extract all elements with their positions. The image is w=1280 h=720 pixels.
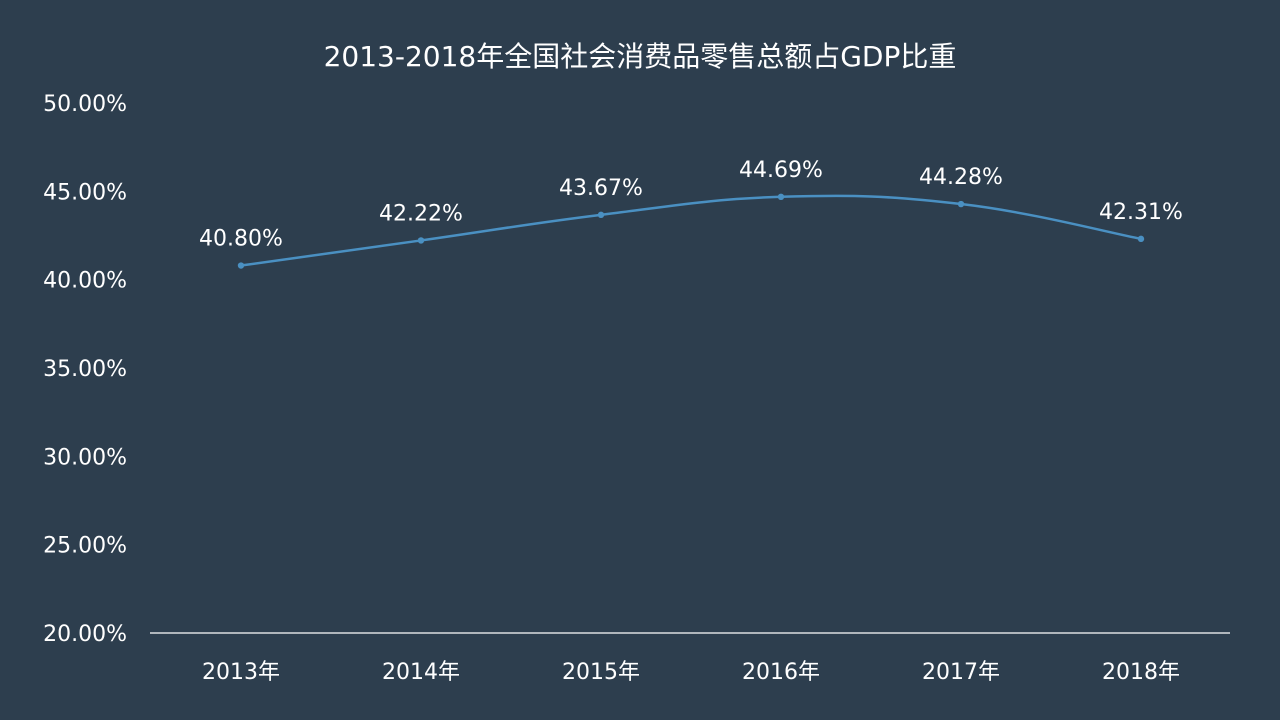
x-tick-label: 2013年	[202, 660, 280, 685]
series-line	[240, 194, 1142, 267]
y-tick-label: 45.00%	[43, 180, 127, 205]
data-label: 42.22%	[379, 201, 463, 226]
data-point	[417, 237, 425, 244]
y-tick-label: 35.00%	[43, 357, 127, 382]
data-labels: 40.80% 42.22% 43.67% 44.69% 44.28% 42.31%	[199, 158, 1183, 252]
y-tick-label: 20.00%	[43, 622, 127, 647]
x-tick-label: 2016年	[742, 660, 820, 685]
data-label: 43.67%	[559, 176, 643, 201]
data-points	[237, 193, 1145, 269]
data-point	[237, 262, 245, 269]
y-tick-label: 50.00%	[43, 92, 127, 117]
y-tick-label: 40.00%	[43, 269, 127, 294]
x-tick-label: 2018年	[1102, 660, 1180, 685]
data-label: 42.31%	[1099, 200, 1183, 225]
x-tick-label: 2017年	[922, 660, 1000, 685]
chart-title: 2013-2018年全国社会消费品零售总额占GDP比重	[324, 40, 957, 73]
data-point	[597, 211, 605, 219]
data-point	[957, 200, 965, 208]
y-axis-tick-labels: 20.00% 25.00% 30.00% 35.00% 40.00% 45.00% 50.0…	[43, 92, 127, 647]
x-tick-label: 2014年	[382, 660, 460, 685]
data-point	[1137, 235, 1145, 243]
y-tick-label: 30.00%	[43, 445, 127, 470]
x-tick-label: 2015年	[562, 660, 640, 685]
data-label: 44.69%	[739, 158, 823, 183]
y-tick-label: 25.00%	[43, 534, 127, 559]
data-label: 40.80%	[199, 227, 283, 252]
data-label: 44.28%	[919, 165, 1003, 190]
x-axis-tick-labels: 2013年 2014年 2015年 2016年 2017年 2018年	[202, 660, 1180, 685]
data-point	[777, 193, 785, 201]
